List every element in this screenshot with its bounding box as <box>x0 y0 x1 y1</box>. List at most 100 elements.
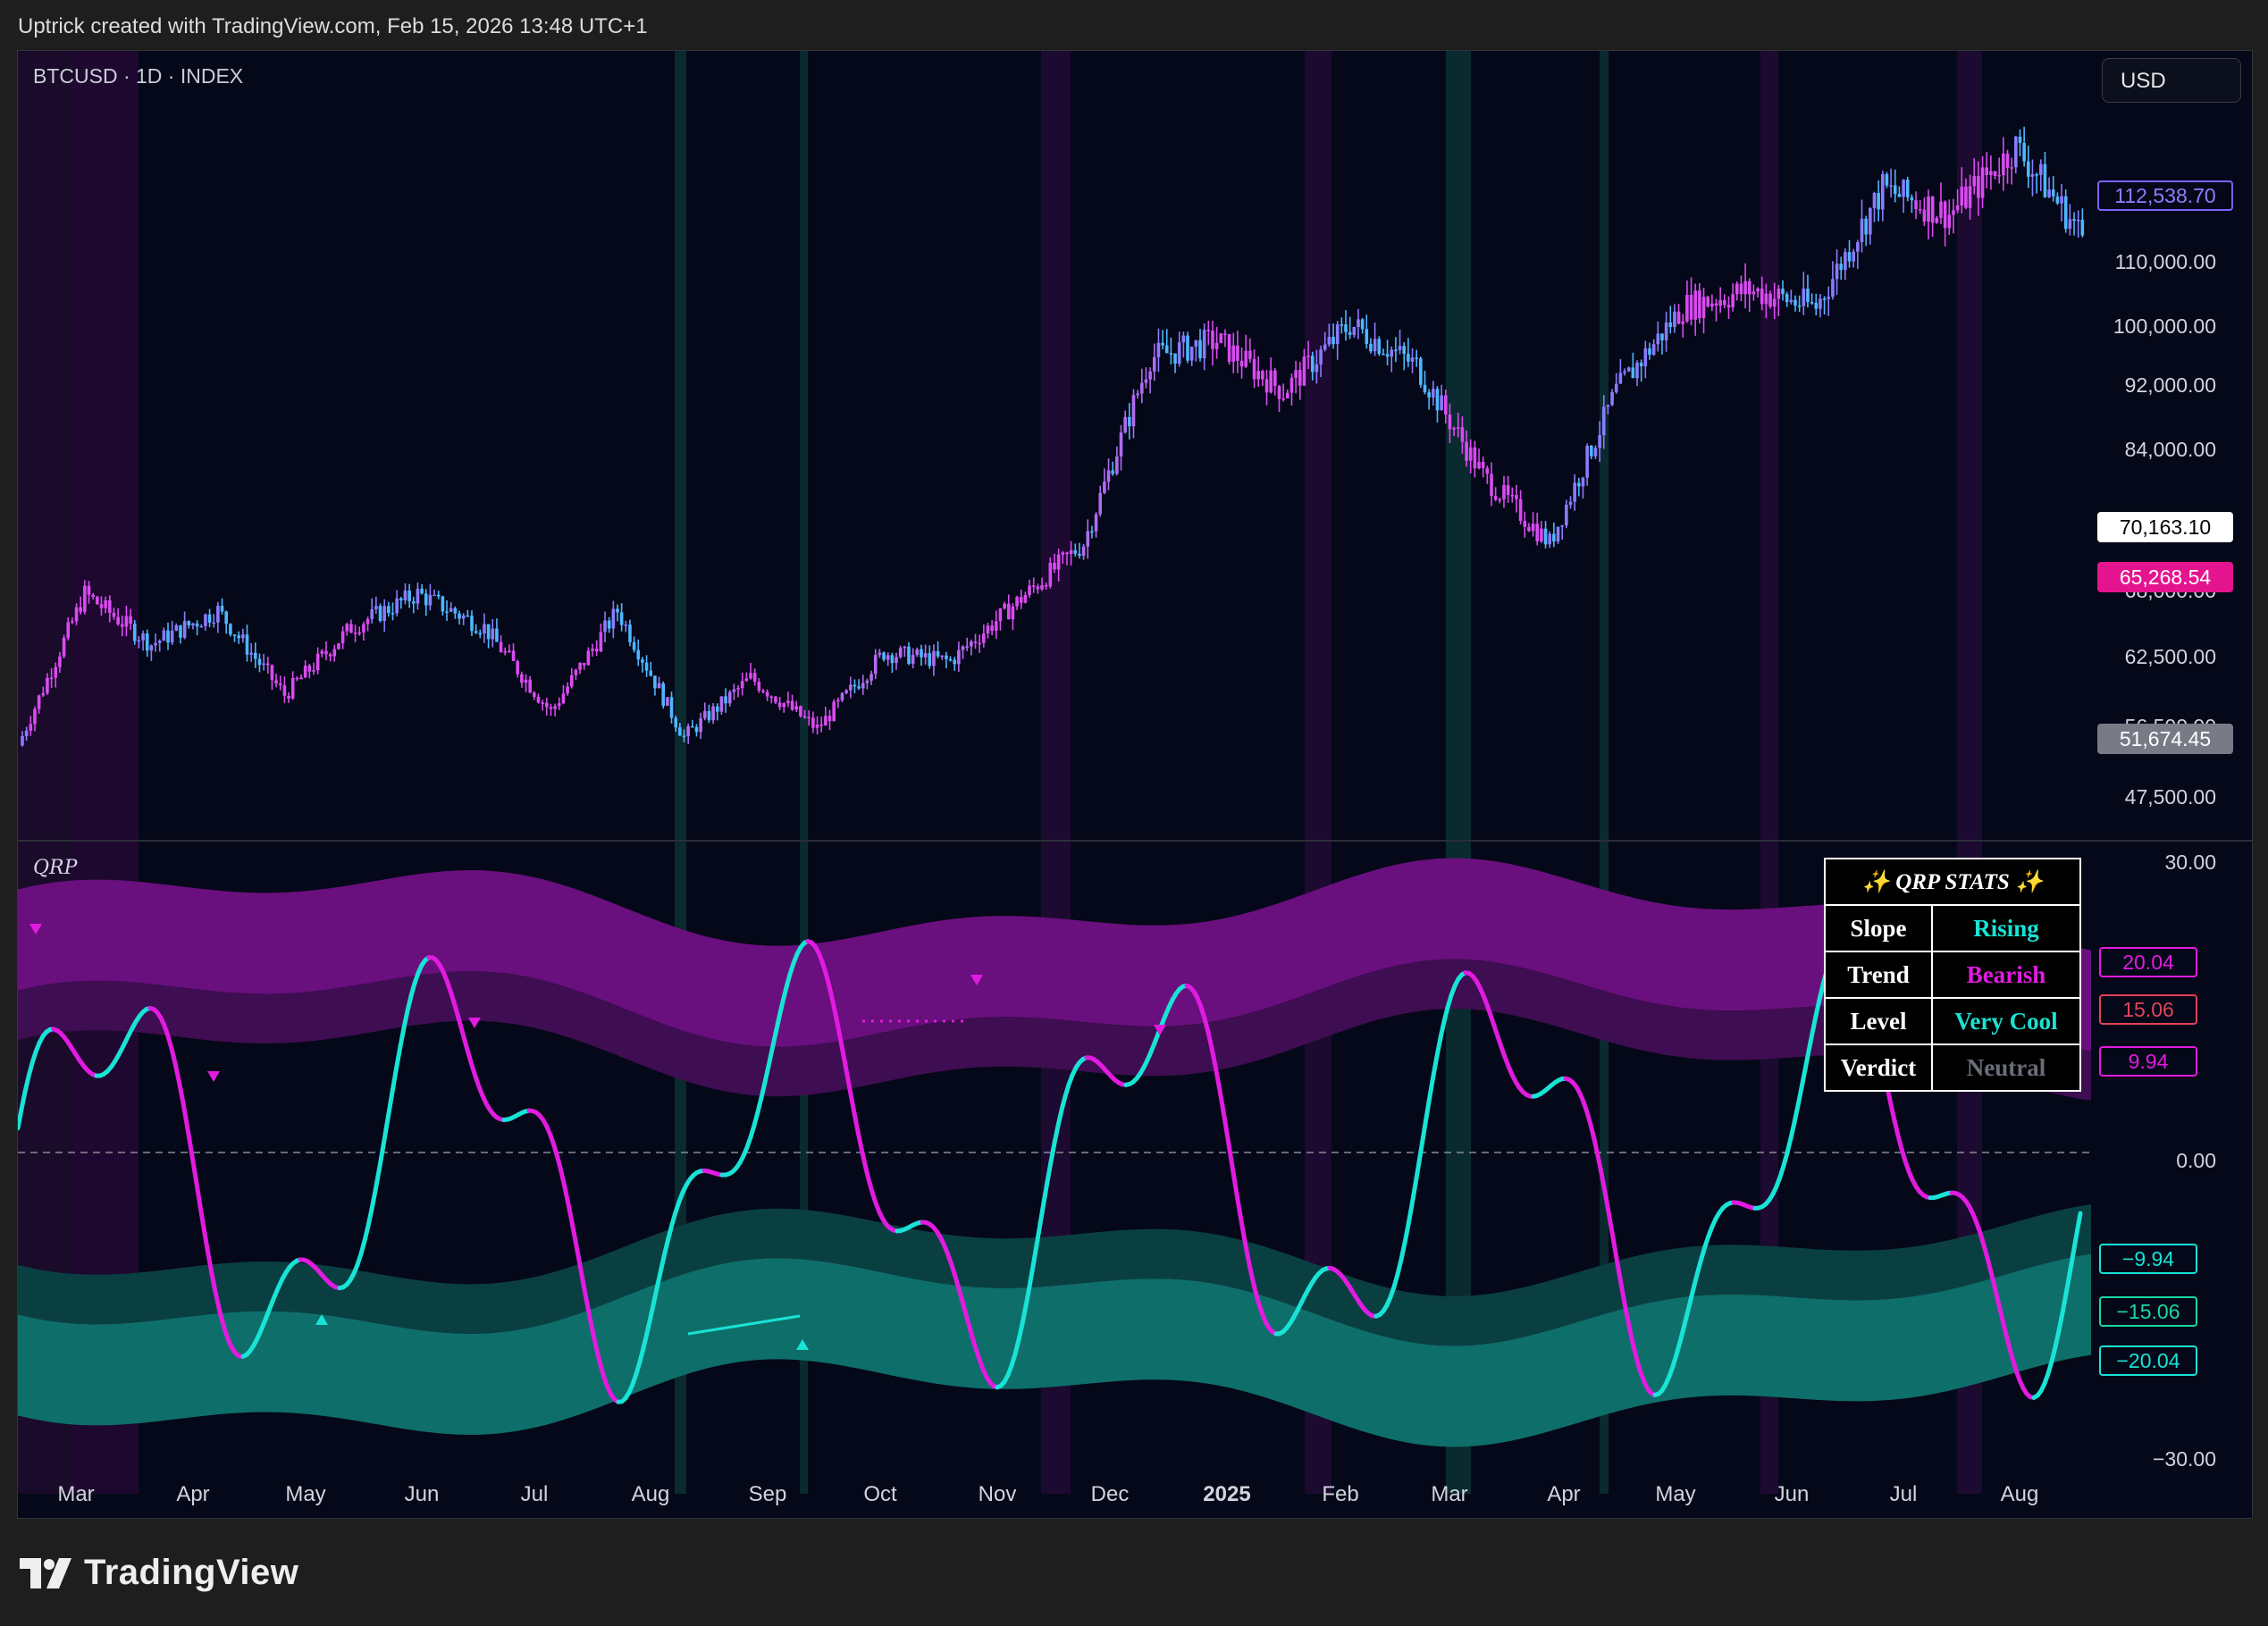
oscillator-segment <box>780 985 789 1004</box>
price-candle <box>299 677 303 680</box>
oscillator-segment <box>830 999 839 1021</box>
price-candle <box>324 650 328 655</box>
price-candle <box>1061 552 1065 555</box>
oscillator-segment <box>187 1137 196 1164</box>
price-candle <box>994 621 998 631</box>
price-candle <box>2035 174 2038 176</box>
price-candle <box>49 677 54 680</box>
price-candle <box>411 601 416 604</box>
price-candle <box>861 683 865 689</box>
price-candle <box>2043 163 2047 197</box>
indicator-label[interactable]: QRP <box>33 857 78 879</box>
price-candle <box>898 648 903 658</box>
price-candle <box>1385 354 1390 357</box>
price-candle <box>1977 176 1980 198</box>
price-candle <box>129 616 132 624</box>
highlight-zone-1 <box>675 51 686 1494</box>
price-candle <box>982 633 986 643</box>
price-axis-tick: 92,000.00 <box>2125 373 2216 397</box>
symbol-title[interactable]: BTCUSD · 1D · INDEX <box>33 64 244 88</box>
price-candle <box>182 621 187 638</box>
price-candle <box>1460 427 1465 442</box>
stats-label-trend: Trend <box>1824 951 1933 999</box>
price-candle <box>254 652 257 659</box>
price-candle <box>249 652 253 655</box>
price-candle <box>486 624 491 640</box>
price-candle <box>740 681 744 689</box>
chart-frame[interactable]: 120,000.00110,000.00100,000.0092,000.008… <box>17 50 2253 1519</box>
price-label-box <box>2097 180 2233 211</box>
price-candle <box>1448 414 1452 430</box>
price-candle <box>312 670 315 672</box>
oscillator-segment <box>777 999 785 1019</box>
oscillator-segment <box>212 1285 221 1307</box>
oscillator-segment <box>2003 1328 2012 1348</box>
oscillator-segment <box>1034 1221 1043 1248</box>
oscillator-segment <box>1227 1147 1236 1175</box>
price-candle <box>811 717 815 728</box>
chart-canvas[interactable]: 120,000.00110,000.00100,000.0092,000.008… <box>18 51 2252 1518</box>
price-candle <box>1910 197 1914 201</box>
price-candle <box>499 641 503 652</box>
oscillator-segment <box>391 1063 399 1089</box>
price-candle <box>752 673 757 683</box>
price-candle <box>46 677 49 693</box>
divergence-marker-1 <box>207 1071 220 1082</box>
price-candle <box>1335 324 1340 345</box>
price-candle <box>458 613 461 619</box>
oscillator-segment <box>573 1238 582 1263</box>
price-candle <box>1194 339 1198 348</box>
price-candle <box>694 726 699 733</box>
price-candle <box>154 642 157 646</box>
stats-title: ✨ QRP STATS ✨ <box>1824 858 2081 906</box>
price-candle <box>1943 201 1947 229</box>
oscillator-segment <box>1624 1310 1633 1333</box>
highlight-zone-start <box>18 51 71 1494</box>
price-candle <box>1880 173 1885 210</box>
time-axis-label: Jul <box>1890 1482 1918 1506</box>
price-candle <box>395 598 399 614</box>
price-candle <box>1365 329 1369 344</box>
price-candle <box>1390 349 1394 357</box>
price-candle <box>790 700 794 710</box>
oscillator-segment <box>190 1159 199 1186</box>
oscillator-segment <box>1406 1203 1415 1228</box>
price-candle <box>1186 335 1189 361</box>
price-candle <box>370 608 374 620</box>
oscillator-segment <box>1799 1067 1808 1091</box>
price-candle <box>903 646 907 649</box>
price-candle <box>511 650 516 661</box>
oscillator-segment <box>380 1127 389 1153</box>
oscillator-segment <box>666 1222 675 1241</box>
price-candle <box>1565 504 1568 526</box>
price-candle <box>1589 445 1593 457</box>
price-candle <box>478 633 483 634</box>
price-candle <box>1269 370 1273 393</box>
time-axis-label: Jun <box>1775 1482 1810 1506</box>
oscillator-segment <box>584 1296 592 1320</box>
price-candle <box>2055 196 2060 204</box>
price-candle <box>591 648 594 651</box>
price-candle <box>315 653 320 671</box>
currency-button[interactable]: USD <box>2102 58 2241 103</box>
oscillator-segment <box>1030 1243 1039 1269</box>
price-candle <box>1793 299 1797 306</box>
price-candle <box>2038 163 2043 175</box>
oscillator-segment <box>1992 1284 2001 1304</box>
oscillator-segment <box>387 1084 396 1111</box>
oscillator-segment <box>197 1203 206 1230</box>
time-axis-label: Nov <box>979 1482 1017 1506</box>
oscillator-segment <box>1788 1119 1797 1141</box>
indicator-label-box <box>2099 1296 2197 1327</box>
oscillator-segment <box>827 984 836 1004</box>
price-candle <box>1490 474 1493 497</box>
price-candle <box>1028 585 1031 596</box>
price-candle <box>603 620 607 633</box>
price-candle <box>149 645 154 651</box>
price-candle <box>1465 441 1468 461</box>
tradingview-logo[interactable]: TradingView <box>20 1553 298 1593</box>
price-candle <box>1452 428 1456 430</box>
price-candle <box>873 655 878 675</box>
indicator-label: −9.94 <box>2122 1247 2174 1270</box>
price-candle <box>536 696 541 703</box>
